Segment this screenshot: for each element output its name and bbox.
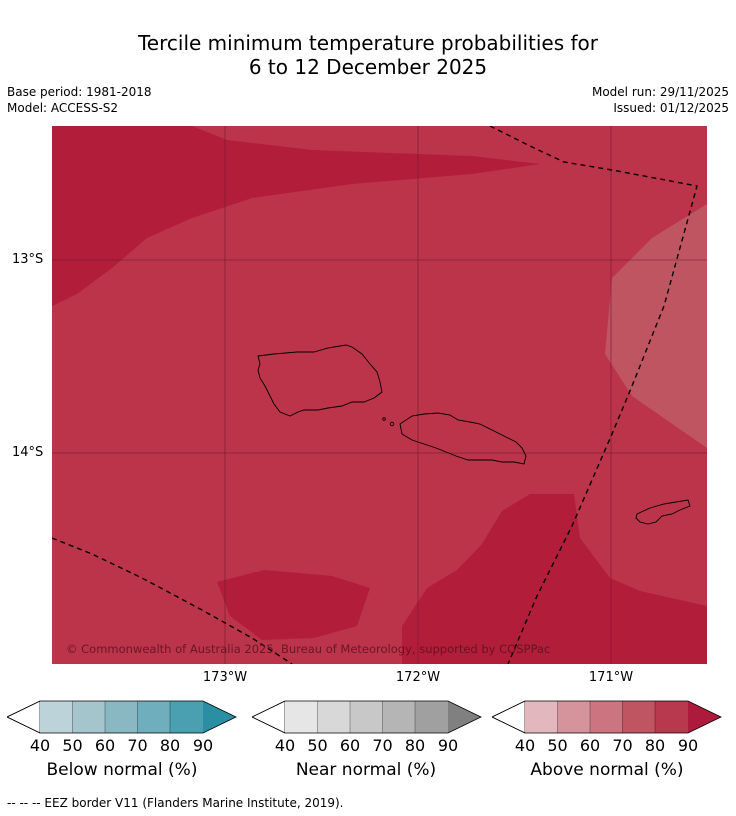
colorbar-above-label: Above normal (%) bbox=[530, 760, 684, 780]
tick-above-80: 80 bbox=[644, 736, 666, 755]
region-above-90-southeast bbox=[402, 494, 707, 664]
tick-near-80: 80 bbox=[404, 736, 426, 755]
colorbar-above-swatch-80-90 bbox=[655, 701, 688, 733]
colorbar-near-swatch-40-50 bbox=[285, 701, 318, 733]
title-line-2: 6 to 12 December 2025 bbox=[248, 55, 488, 79]
title-line-1: Tercile minimum temperature probabilitie… bbox=[137, 31, 599, 55]
colorbar-near-swatch-gt90 bbox=[448, 701, 481, 733]
meta-left: Base period: 1981-2018 Model: ACCESS-S2 bbox=[7, 84, 152, 116]
tick-above-60: 60 bbox=[579, 736, 601, 755]
colorbar-near-swatch-lt40 bbox=[252, 700, 286, 734]
tick-below-90: 90 bbox=[192, 736, 214, 755]
colorbar-near-dividers bbox=[317, 701, 416, 733]
colorbar-near-swatch-50-60 bbox=[317, 701, 350, 733]
eez-footnote: -- -- -- EEZ border V11 (Flanders Marine… bbox=[7, 796, 344, 810]
tick-near-60: 60 bbox=[339, 736, 361, 755]
colorbar-above-swatch-70-80 bbox=[622, 701, 655, 733]
lon-label-172w: 172°W bbox=[395, 670, 441, 685]
colorbar-above-swatch-60-70 bbox=[590, 701, 623, 733]
lat-label-13s: 13°S bbox=[12, 252, 44, 267]
colorbar-above-normal bbox=[492, 700, 722, 734]
tick-above-90: 90 bbox=[677, 736, 699, 755]
savaii-island-outline bbox=[257, 344, 383, 417]
colorbar-above-dividers bbox=[557, 701, 656, 733]
tick-below-40: 40 bbox=[29, 736, 51, 755]
tick-below-80: 80 bbox=[159, 736, 181, 755]
colorbar-above-outline bbox=[492, 700, 722, 734]
colorbar-near-swatch-60-70 bbox=[350, 701, 383, 733]
colorbar-above-swatch-lt40 bbox=[492, 700, 526, 734]
model-name: Model: ACCESS-S2 bbox=[7, 101, 119, 115]
base-period: Base period: 1981-2018 bbox=[7, 85, 152, 99]
colorbar-above-swatch-40-50 bbox=[525, 701, 558, 733]
tick-near-70: 70 bbox=[372, 736, 393, 755]
tick-below-70: 70 bbox=[127, 736, 148, 755]
eez-border-east bbox=[489, 126, 698, 664]
colorbar-below-swatch-70-80 bbox=[137, 701, 170, 733]
region-above-90-southwest bbox=[217, 570, 370, 640]
colorbar-above-swatch-50-60 bbox=[557, 701, 590, 733]
colorbar-below-swatch-80-90 bbox=[170, 701, 203, 733]
lon-label-171w: 171°W bbox=[588, 670, 634, 685]
colorbar-below-outline bbox=[7, 700, 237, 734]
tutuila-island-outline bbox=[635, 499, 691, 525]
colorbar-below-label: Below normal (%) bbox=[46, 760, 198, 780]
colorbar-below-swatch-gt90 bbox=[203, 701, 236, 733]
colorbar-near-outline bbox=[252, 700, 482, 734]
colorbar-below-swatch-60-70 bbox=[105, 701, 138, 733]
tick-below-60: 60 bbox=[94, 736, 116, 755]
islet-apolima bbox=[382, 417, 386, 421]
upolu-island-outline bbox=[399, 412, 527, 465]
lat-label-14s: 14°S bbox=[12, 445, 44, 460]
map-title: Tercile minimum temperature probabilitie… bbox=[0, 31, 736, 79]
colorbar-below-swatch-lt40 bbox=[7, 700, 41, 734]
map-panel[interactable]: © Commonwealth of Australia 2025, Bureau… bbox=[52, 126, 707, 664]
tick-below-50: 50 bbox=[62, 736, 83, 755]
tick-above-70: 70 bbox=[612, 736, 633, 755]
islet-manono bbox=[389, 421, 395, 427]
tick-near-50: 50 bbox=[307, 736, 328, 755]
model-run: Model run: 29/11/2025 bbox=[591, 85, 729, 99]
colorbar-below-swatch-50-60 bbox=[72, 701, 105, 733]
colorbar-below-normal bbox=[7, 700, 237, 734]
colorbar-near-swatch-70-80 bbox=[382, 701, 415, 733]
colorbar-below-dividers bbox=[72, 701, 171, 733]
colorbar-above-swatch-gt90 bbox=[688, 701, 721, 733]
tick-near-40: 40 bbox=[274, 736, 296, 755]
tick-above-50: 50 bbox=[547, 736, 568, 755]
colorbar-near-label: Near normal (%) bbox=[295, 760, 437, 780]
colorbar-near-swatch-80-90 bbox=[415, 701, 448, 733]
tick-above-40: 40 bbox=[514, 736, 536, 755]
copyright-text: © Commonwealth of Australia 2025, Bureau… bbox=[66, 642, 550, 656]
colorbar-below-swatch-40-50 bbox=[40, 701, 73, 733]
issued-date: Issued: 01/12/2025 bbox=[613, 101, 729, 115]
colorbar-near-normal bbox=[252, 700, 482, 734]
meta-right: Model run: 29/11/2025 Issued: 01/12/2025 bbox=[592, 84, 729, 116]
lon-label-173w: 173°W bbox=[202, 670, 248, 685]
tick-near-90: 90 bbox=[437, 736, 459, 755]
